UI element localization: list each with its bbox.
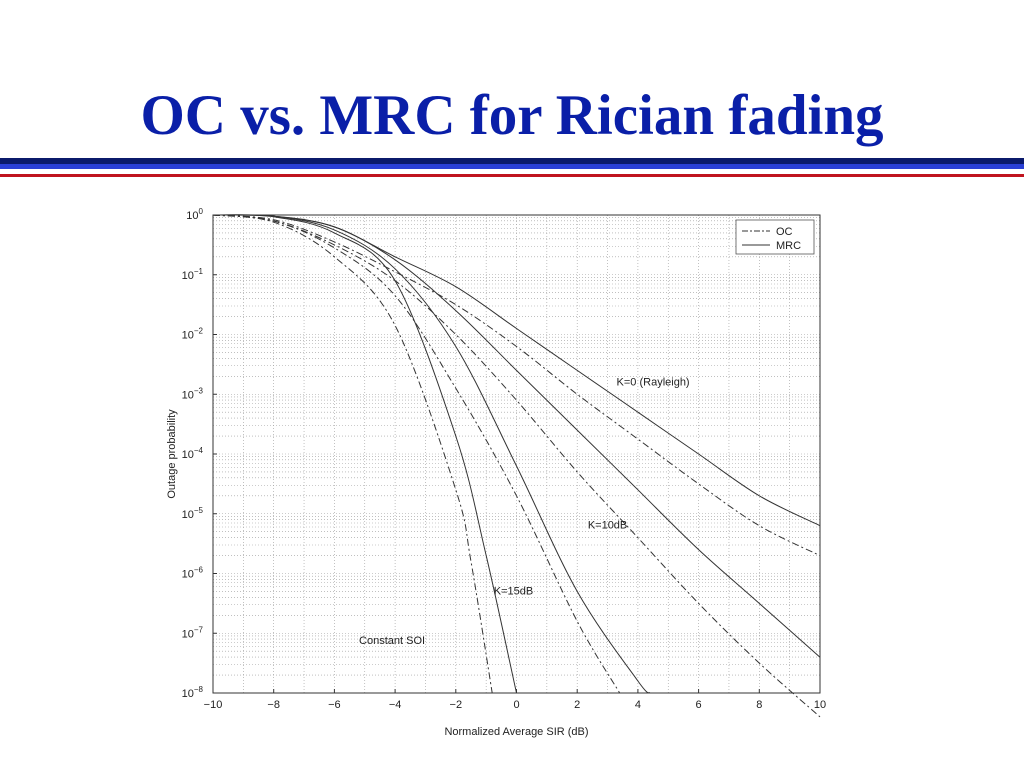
legend-box [735,219,815,255]
curve-annotation: K=0 (Rayleigh) [617,376,690,388]
title-rule-navy [0,158,1024,164]
mrc-curve [212,214,821,658]
oc-curve [212,214,621,694]
y-tick-label: 100 [186,207,203,222]
slide-title: OC vs. MRC for Rician fading [140,84,884,147]
x-tick-label: −8 [267,699,280,711]
y-tick-label: 10−1 [182,267,204,282]
x-tick-label: −2 [450,699,463,711]
x-tick-label: 10 [814,699,826,711]
x-tick-label: 8 [756,699,762,711]
x-tick-label: 6 [696,699,702,711]
y-tick-label: 10−6 [182,566,204,581]
y-tick-label: 10−8 [182,685,204,700]
x-tick-label: −6 [328,699,341,711]
x-axis-label: Normalized Average SIR (dB) [444,726,588,738]
mrc-curve [212,214,517,694]
legend-label-mrc: MRC [776,240,801,252]
x-tick-label: −4 [389,699,402,711]
curve-annotation: K=15dB [494,585,533,597]
y-axis-label: Outage probability [166,409,178,499]
y-tick-label: 10−2 [182,327,204,342]
x-tick-label: 2 [574,699,580,711]
oc-curve [212,214,821,718]
y-tick-label: 10−7 [182,625,204,640]
mrc-curve [212,214,651,694]
curve-annotation: Constant SOI [359,635,425,647]
title-rule-blue [0,164,1024,169]
y-axis-ticks: 100 10−1 10−2 10−3 10−4 10−5 10−6 10−7 10−8 [182,207,217,700]
y-tick-label: 10−4 [182,446,204,461]
curves [212,214,821,718]
x-tick-label: −10 [204,699,223,711]
x-tick-label: 0 [513,699,519,711]
legend: OC MRC [735,219,815,255]
oc-curve [212,214,821,557]
legend-label-oc: OC [776,226,793,238]
curve-annotation: K=10dB [588,520,627,532]
curve-annotations: K=0 (Rayleigh) K=10dB K=15dB Constant SOI [359,376,690,647]
x-tick-label: 4 [635,699,641,711]
x-axis-ticks: −10 −8 −6 −4 −2 0 2 4 6 8 10 [204,689,826,711]
y-tick-label: 10−5 [182,506,204,521]
title-rule-red [0,174,1024,177]
y-tick-label: 10−3 [182,386,204,401]
chart-grid [212,215,821,694]
oc-curve [212,214,493,694]
